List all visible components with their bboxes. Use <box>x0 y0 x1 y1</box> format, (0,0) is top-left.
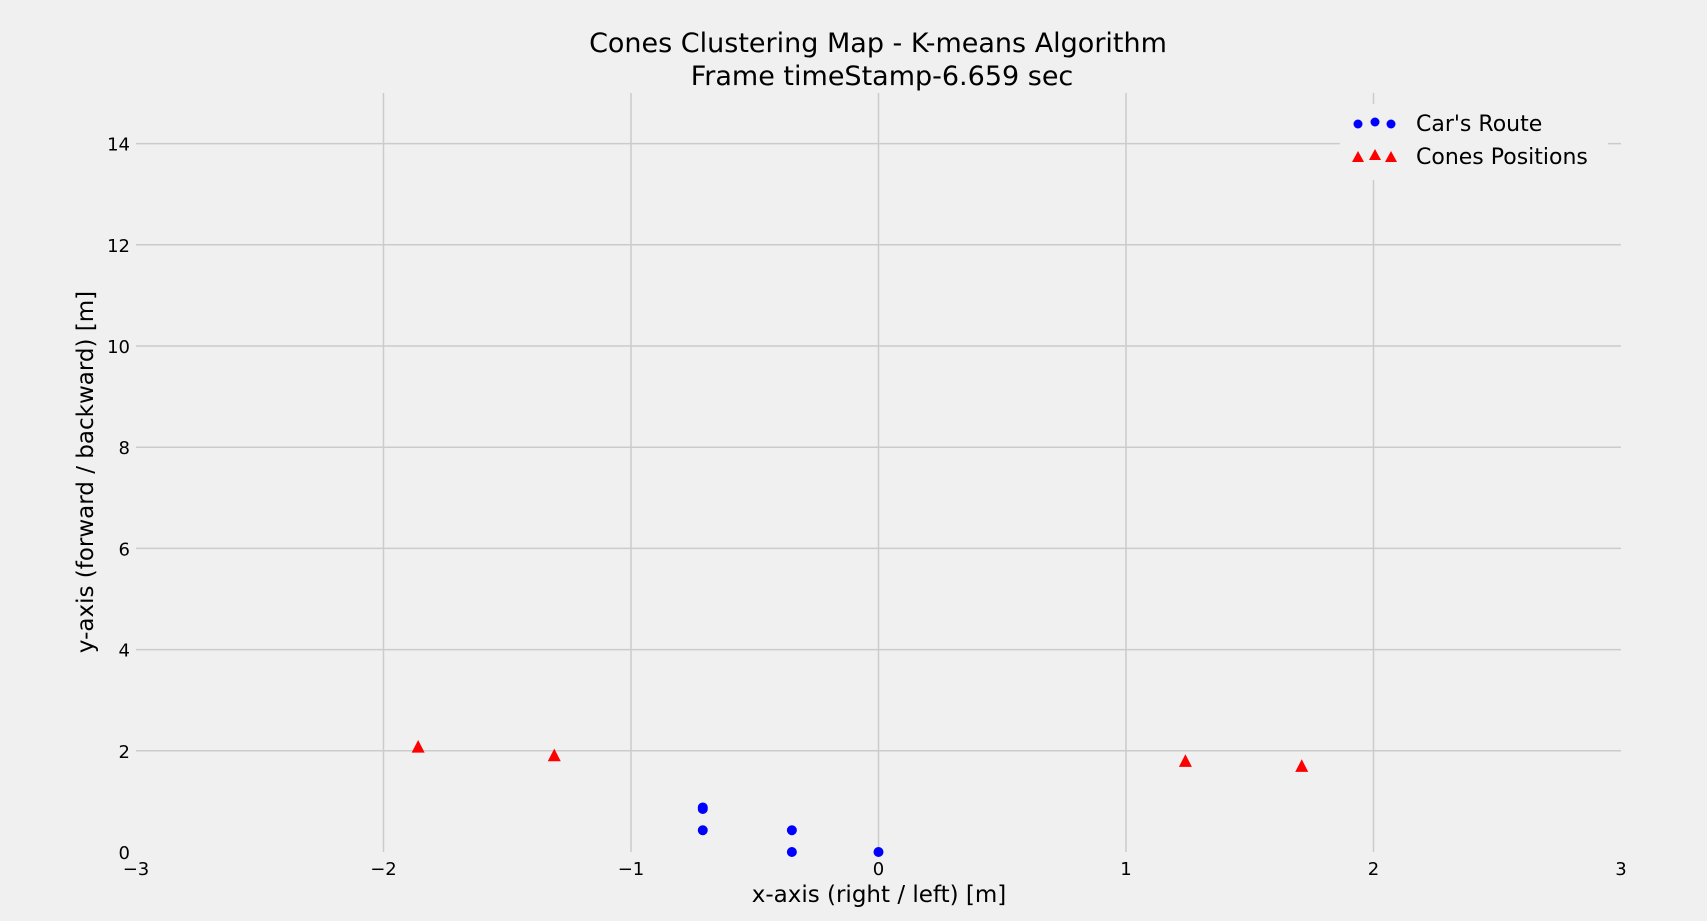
car-route-point <box>697 825 708 836</box>
chart-title: Cones Clustering Map - K-means Algorithm <box>589 28 1167 59</box>
y-tick-label: 2 <box>119 742 130 763</box>
legend-box <box>1340 104 1608 180</box>
y-tick-label: 6 <box>119 539 130 560</box>
x-tick-label: 0 <box>873 859 884 880</box>
cone-position-point <box>547 748 561 762</box>
car-route-point <box>873 847 884 857</box>
x-tick-label: −1 <box>618 859 645 880</box>
cone-position-point <box>1178 754 1192 767</box>
legend: Car's Route Cones Positions <box>1340 104 1608 180</box>
y-tick-label: 0 <box>119 843 130 864</box>
car-route-point <box>786 825 797 836</box>
x-axis-label: x-axis (right / left) [m] <box>752 882 1007 908</box>
data-points <box>411 740 1309 857</box>
x-tick-label: 1 <box>1120 859 1131 880</box>
x-tick-label: 3 <box>1615 859 1626 880</box>
grid <box>136 93 1621 852</box>
car-route-point <box>786 847 797 857</box>
x-tick-label: 2 <box>1368 859 1379 880</box>
cone-position-point <box>1295 759 1309 772</box>
chart-subtitle: Frame timeStamp-6.659 sec <box>691 61 1074 92</box>
car-route-point <box>697 802 708 813</box>
x-tick-label: −3 <box>123 859 150 880</box>
cone-position-point <box>411 740 425 753</box>
y-tick-label: 14 <box>107 135 130 156</box>
x-tick-label: −2 <box>370 859 397 880</box>
y-tick-label: 12 <box>107 236 130 257</box>
y-tick-label: 4 <box>119 641 130 662</box>
legend-label-car-route: Car's Route <box>1416 112 1542 137</box>
legend-label-cones: Cones Positions <box>1416 145 1588 170</box>
legend-marker-cones <box>1352 149 1397 162</box>
y-tick-label: 8 <box>119 438 130 459</box>
legend-marker-car-route <box>1353 117 1396 129</box>
y-tick-label: 10 <box>107 337 130 358</box>
y-axis-label: y-axis (forward / backward) [m] <box>73 291 99 653</box>
